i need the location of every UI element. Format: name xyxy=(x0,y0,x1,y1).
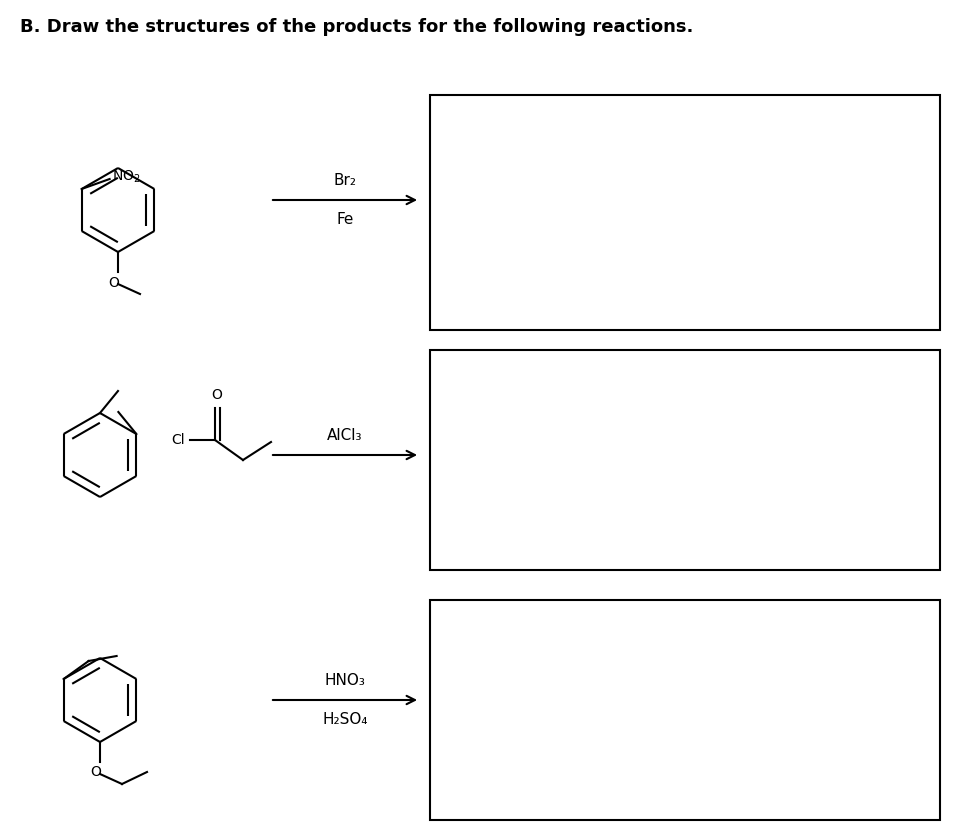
Text: Fe: Fe xyxy=(337,212,353,227)
Text: NO$_2$: NO$_2$ xyxy=(111,168,141,185)
Text: O: O xyxy=(108,276,119,290)
Bar xyxy=(430,600,940,820)
Text: O: O xyxy=(212,388,223,402)
Text: Br₂: Br₂ xyxy=(334,173,356,188)
Bar xyxy=(430,350,940,570)
Text: O: O xyxy=(91,765,102,779)
Text: Cl: Cl xyxy=(172,433,185,447)
Text: H₂SO₄: H₂SO₄ xyxy=(322,712,368,727)
Bar xyxy=(430,95,940,330)
Text: B. Draw the structures of the products for the following reactions.: B. Draw the structures of the products f… xyxy=(20,18,693,36)
Text: AlCl₃: AlCl₃ xyxy=(327,428,363,443)
Text: HNO₃: HNO₃ xyxy=(325,673,365,688)
